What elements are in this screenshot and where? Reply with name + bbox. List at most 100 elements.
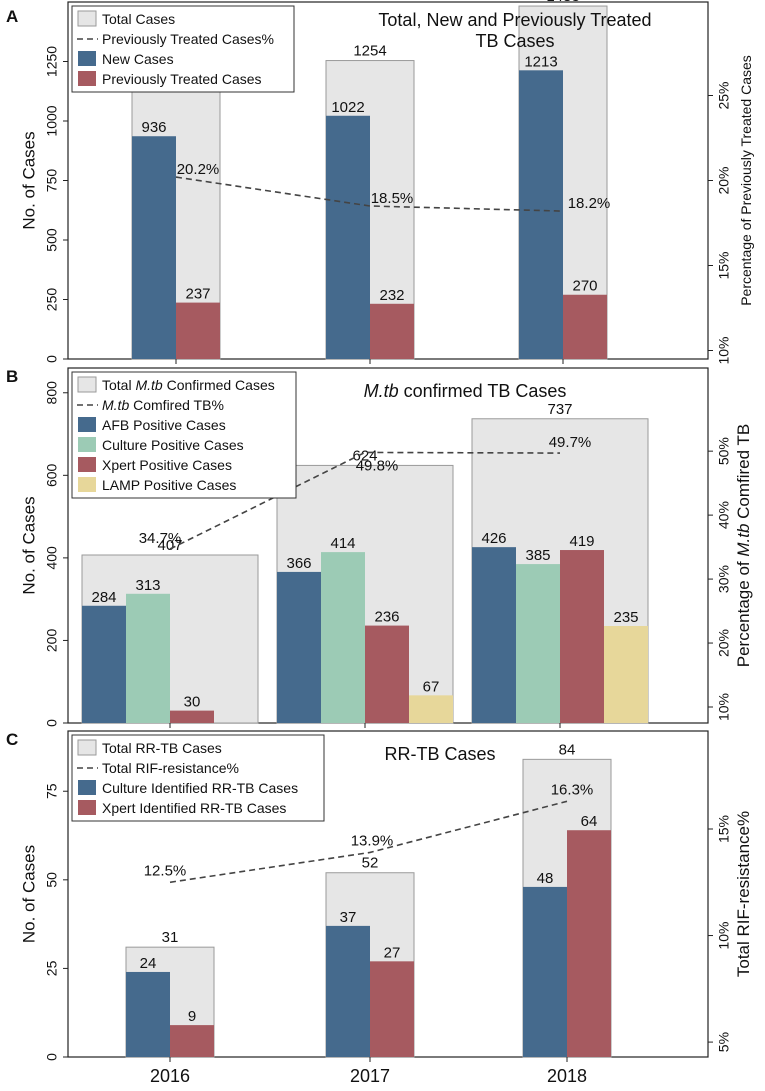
panel-a-bar-label-blue: 1213 xyxy=(524,53,557,70)
panel-c-legend-swatch-red xyxy=(78,800,96,815)
panel-b-percent-label: 49.8% xyxy=(356,457,399,474)
panel-b-total-bar-label: 737 xyxy=(547,401,572,418)
panel-b-bar-label-green: 385 xyxy=(525,547,550,564)
panel-a-bar-blue xyxy=(326,115,370,359)
panel-b-y2-tick-label: 50% xyxy=(716,437,732,465)
panel-c-y-axis-label: No. of Cases xyxy=(19,845,38,943)
panel-a-bar-label-blue: 1022 xyxy=(331,99,364,116)
panel-c-bar-label-blue: 24 xyxy=(140,955,157,972)
panel-c-legend-box xyxy=(71,734,325,822)
panel-c-y2-axis-label: Total RIF-resistance% xyxy=(734,811,753,977)
panel-b-bar-blue xyxy=(277,571,321,723)
panel-a-legend-label: Total Cases xyxy=(102,11,175,27)
panel-b-bar-green xyxy=(126,593,170,723)
x-tick-label: 2018 xyxy=(547,1066,587,1086)
panel-c-percent-label: 16.3% xyxy=(551,781,594,798)
panel-c-legend-label: Total RIF-resistance% xyxy=(102,760,239,776)
panel-b-legend-label: Xpert Positive Cases xyxy=(102,457,232,473)
panel-b-y2-tick-label: 40% xyxy=(716,501,732,529)
x-tick-label: 2016 xyxy=(150,1066,190,1086)
panel-a-y2-tick-label: 25% xyxy=(716,81,732,109)
panel-c-y-tick-label: 25 xyxy=(44,960,60,976)
panel-b-bar-red xyxy=(560,550,604,723)
panel-b-bar-green xyxy=(516,564,560,723)
panel-c-percent-line xyxy=(169,800,568,884)
panel-a-percent-label: 18.2% xyxy=(568,195,611,212)
panel-b-percent-label: 34.7% xyxy=(139,530,182,547)
panel-a-legend-swatch-total xyxy=(77,10,97,27)
panel-a-bar-red xyxy=(370,303,414,359)
panel-a-bar-red xyxy=(563,294,607,359)
panel-c-bar-label-blue: 48 xyxy=(537,870,554,887)
panel-a-y2-axis-label: Percentage of Previously Treated Cases xyxy=(738,55,754,306)
panel-b-y-tick-label: 600 xyxy=(44,463,60,487)
panel-a-y-tick-label: 1250 xyxy=(44,46,60,77)
panel-a-y2-tick-label: 20% xyxy=(716,166,732,194)
panel-b-y-tick-label: 200 xyxy=(44,629,60,653)
panel-b-bar-label-yellow: 67 xyxy=(423,678,440,695)
panel-b-bar-label-red: 419 xyxy=(569,533,594,550)
panel-a-bar-blue xyxy=(132,136,176,359)
panel-a-title: TB Cases xyxy=(475,31,554,51)
panel-c-bar-label-blue: 37 xyxy=(340,909,357,926)
panel-c-total-bar-label: 31 xyxy=(162,929,179,946)
panel-b-bar-label-yellow: 235 xyxy=(613,609,638,626)
panel-c-total-bar-label: 52 xyxy=(362,855,379,872)
panel-b-legend-label: AFB Positive Cases xyxy=(102,417,226,433)
panel-c-percent-label: 12.5% xyxy=(144,862,187,879)
panel-c-percent-label: 13.9% xyxy=(351,832,394,849)
panel-b-legend-box xyxy=(71,371,297,499)
panel-b-bar-label-green: 313 xyxy=(135,577,160,594)
panel-a-y-axis-label: No. of Cases xyxy=(19,131,38,229)
panel-b-y2-tick-label: 20% xyxy=(716,629,732,657)
panel-b-y-tick-label: 0 xyxy=(44,719,60,727)
panel-a-y2-tick-label: 15% xyxy=(716,251,732,279)
panel-c-bar-label-red: 64 xyxy=(581,813,598,830)
panel-c-legend-label: Xpert Identified RR-TB Cases xyxy=(102,800,286,816)
panel-c-bar-label-red: 9 xyxy=(188,1008,196,1025)
panel-b-percent-label: 49.7% xyxy=(549,434,592,451)
panel-b-bar-label-red: 30 xyxy=(184,694,201,711)
panel-b-total-bar-label: 407 xyxy=(157,537,182,554)
panel-b-legend-swatch-red xyxy=(78,457,96,472)
panel-a-total-bar-label: 1483 xyxy=(546,0,579,5)
panel-a-percent-label: 18.5% xyxy=(371,190,414,207)
panel-b-legend-label: LAMP Positive Cases xyxy=(102,477,236,493)
panel-c-bar-blue xyxy=(326,925,370,1057)
panel-a-legend-box xyxy=(71,5,295,93)
panel-b-legend-label: Culture Positive Cases xyxy=(102,437,244,453)
panel-b-bar-label-green: 414 xyxy=(330,535,355,552)
panel-b-bar-label-blue: 426 xyxy=(481,530,506,547)
panel-b-legend-swatch-total xyxy=(77,376,97,393)
panel-c-bar-red xyxy=(567,830,611,1057)
panel-a-y-tick-label: 250 xyxy=(44,288,60,312)
panel-c-bar-red xyxy=(370,961,414,1057)
panel-b-bar-yellow xyxy=(604,625,648,723)
panel-b-legend-label: Total M.tb Confirmed Cases xyxy=(102,377,275,393)
panel-a-percent-label: 20.2% xyxy=(177,161,220,178)
panel-a-bar-label-red: 270 xyxy=(572,278,597,295)
panel-a-total-bar-label: 1254 xyxy=(353,43,386,60)
panel-c-y-tick-label: 0 xyxy=(44,1053,60,1061)
panel-a-bar-blue xyxy=(519,70,563,359)
panel-b-y2-tick-label: 10% xyxy=(716,693,732,721)
panel-a-y2-tick-label: 10% xyxy=(716,336,732,364)
panel-b-y-axis-label: No. of Cases xyxy=(19,496,38,594)
panel-b-y2-axis-label: Percentage of M.tb Comfired TB xyxy=(734,424,753,667)
panel-b-legend-swatch-blue xyxy=(78,417,96,432)
panel-c-y2-tick-label: 10% xyxy=(716,922,732,950)
panel-b-legend-label: M.tb Comfired TB% xyxy=(102,397,224,413)
panel-c-y-tick-label: 75 xyxy=(44,783,60,799)
panel-a-legend-label: New Cases xyxy=(102,51,174,67)
panel-c-y2-tick-label: 15% xyxy=(716,815,732,843)
x-tick-label: 2017 xyxy=(350,1066,390,1086)
panel-b-bar-label-blue: 284 xyxy=(91,589,116,606)
panel-a-bar-red xyxy=(176,302,220,359)
panel-c-bar-label-red: 27 xyxy=(384,944,401,961)
panel-a-y-tick-label: 1000 xyxy=(44,105,60,136)
panel-b-bar-red xyxy=(170,710,214,723)
panel-b-bar-label-blue: 366 xyxy=(286,555,311,572)
panel-c-legend-swatch-total xyxy=(77,739,97,756)
panel-a-y-tick-label: 0 xyxy=(44,355,60,363)
